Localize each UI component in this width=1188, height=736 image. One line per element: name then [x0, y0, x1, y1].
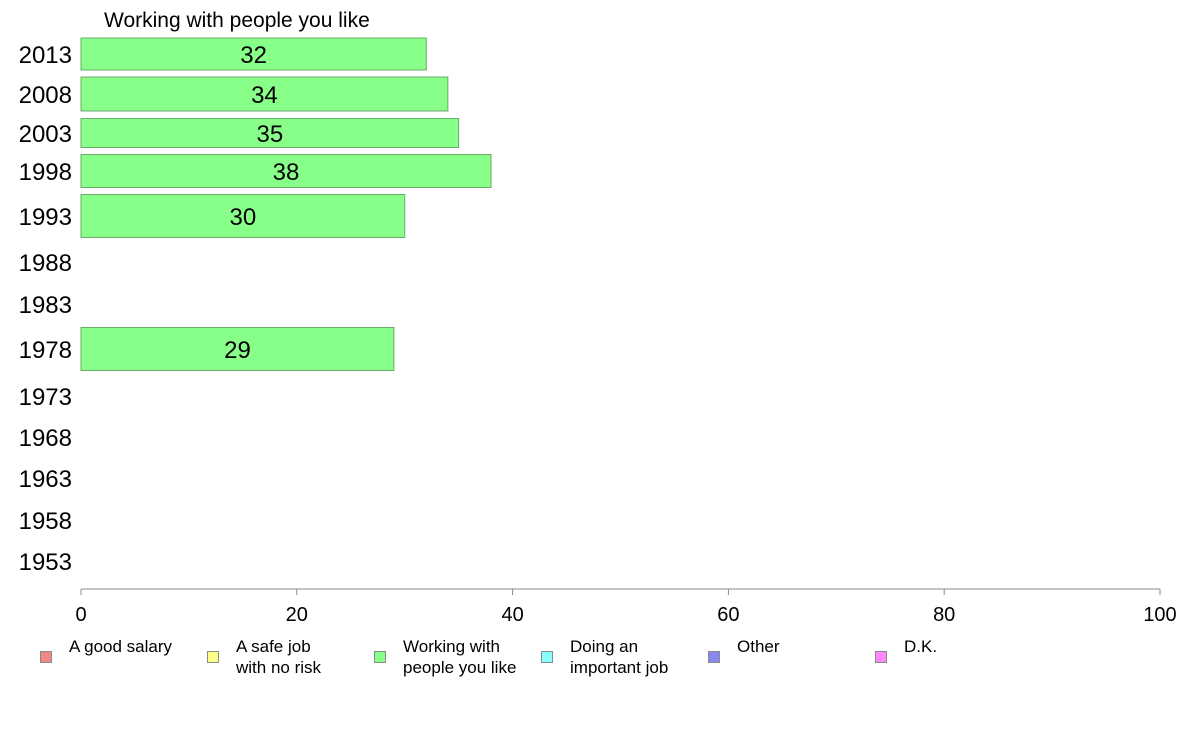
category-label: 1963 [19, 466, 72, 493]
category-label: 1958 [19, 508, 72, 535]
legend-swatch [374, 651, 386, 663]
category-label: 1953 [19, 549, 72, 576]
legend-label: D.K. [904, 637, 938, 656]
category-label: 2003 [19, 121, 72, 148]
x-tick-label: 20 [286, 604, 308, 626]
legend-label: Doing an important job [570, 637, 669, 677]
x-tick-label: 60 [717, 604, 739, 626]
category-label: 1978 [19, 337, 72, 364]
data-label: 32 [240, 42, 267, 69]
legend: A good salary A safe job with no risk Wo… [40, 636, 1040, 686]
legend-swatch [40, 651, 52, 663]
bar [80, 37, 427, 71]
category-label: 1993 [19, 204, 72, 231]
bar [80, 76, 449, 112]
legend-swatch [708, 651, 720, 663]
bar [80, 194, 406, 238]
data-label: 29 [224, 337, 251, 364]
legend-label: A safe job with no risk [236, 637, 322, 677]
x-tick-label: 0 [75, 604, 86, 626]
x-tick-label: 40 [501, 604, 523, 626]
category-label: 1968 [19, 425, 72, 452]
bar-chart: Working with people you like 2013 32 2008 34… [19, 9, 1177, 626]
category-label: 1983 [19, 292, 72, 319]
category-label: 1998 [19, 159, 72, 186]
data-label: 38 [273, 159, 300, 186]
legend-label: Other [737, 637, 780, 656]
chart-title: Working with people you like [104, 9, 370, 32]
bar [80, 154, 492, 188]
category-label: 2008 [19, 82, 72, 109]
bar [80, 327, 395, 371]
category-label: 2013 [19, 42, 72, 69]
bar [80, 118, 460, 148]
legend-swatch [207, 651, 219, 663]
data-label: 35 [256, 121, 283, 148]
legend-label: Working with people you like [403, 637, 517, 677]
data-label: 34 [251, 82, 278, 109]
legend-swatch [875, 651, 887, 663]
x-tick-label: 80 [933, 604, 955, 626]
category-label: 1973 [19, 384, 72, 411]
x-tick-label: 100 [1143, 604, 1176, 626]
legend-label: A good salary [69, 637, 173, 656]
legend-swatch [541, 651, 553, 663]
category-label: 1988 [19, 250, 72, 277]
data-label: 30 [229, 204, 256, 231]
